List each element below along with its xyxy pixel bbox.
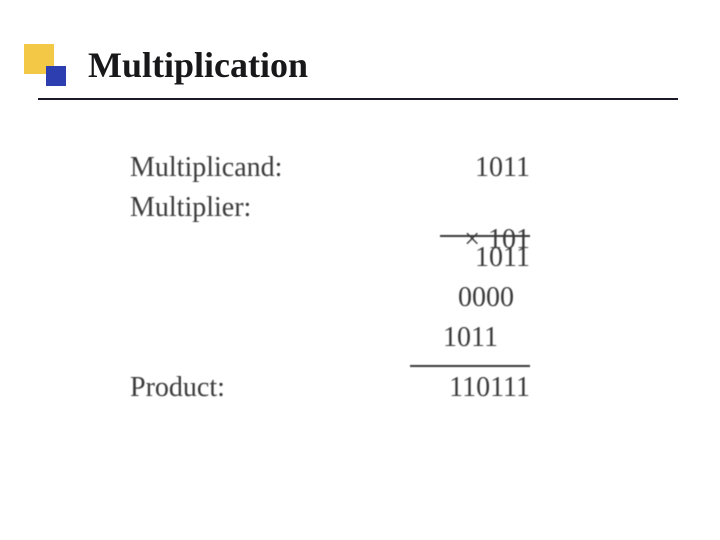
partial-1-value: 0000 (330, 282, 530, 314)
hline-icon (440, 235, 530, 242)
hline-icon (410, 365, 530, 372)
row-partial-1: 0000 (130, 282, 530, 322)
slide-title: Multiplication (88, 44, 308, 86)
title-accent (24, 44, 72, 92)
slide: Multiplication Multiplicand: 1011 Multip… (0, 0, 720, 540)
partial-2-value: 1011 (330, 322, 530, 354)
multiplicand-label: Multiplicand: (130, 152, 330, 184)
partial-0-value: 1011 (330, 242, 530, 274)
rule-above-product (130, 362, 530, 372)
title-underline (38, 98, 678, 100)
multiplicand-value: 1011 (330, 152, 530, 184)
product-value: 110111 (330, 372, 530, 404)
accent-square-blue (46, 66, 66, 86)
product-label: Product: (130, 372, 330, 404)
row-product: Product: 110111 (130, 372, 530, 412)
multiplier-label: Multiplier: (130, 192, 330, 224)
multiplication-worked-example: Multiplicand: 1011 Multiplier: ×101 1011… (130, 152, 530, 412)
row-partial-2: 1011 (130, 322, 530, 362)
row-multiplier: Multiplier: ×101 (130, 192, 530, 232)
row-multiplicand: Multiplicand: 1011 (130, 152, 530, 192)
